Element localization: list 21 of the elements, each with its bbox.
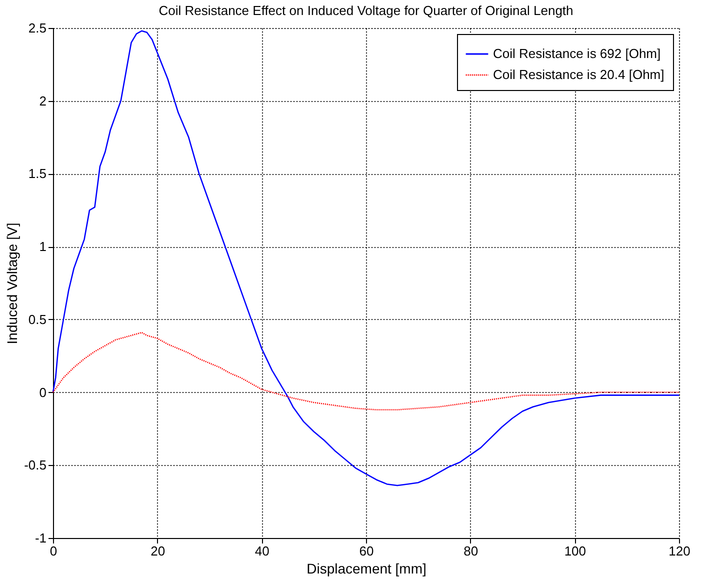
x-tick-label: 120 [668, 544, 690, 558]
x-tick-label: 20 [150, 544, 166, 558]
x-axis-title: Displacement [mm] [306, 560, 426, 576]
legend-label: Coil Resistance is 692 [Ohm] [493, 46, 661, 61]
y-tick-label: -0.5 [24, 458, 46, 473]
x-tick-label: 60 [359, 544, 374, 558]
x-tick-label: 40 [254, 544, 270, 558]
y-tick-label: -1 [34, 530, 46, 546]
y-tick-label: 2.5 [28, 20, 46, 36]
line-series [52, 332, 680, 410]
x-tick-label: 100 [564, 544, 586, 558]
x-tick-label: 0 [50, 544, 58, 558]
y-tick-label: 0.5 [28, 312, 46, 327]
y-axis-title: Induced Voltage [V] [4, 222, 20, 344]
x-tick-label: 80 [464, 544, 478, 558]
y-tick-label: 0 [39, 384, 46, 400]
y-tick-label: 2 [39, 93, 46, 108]
legend-label: Coil Resistance is 20.4 [Ohm] [493, 67, 664, 82]
y-tick-label: 1.5 [28, 166, 46, 182]
chart-title: Coil Resistance Effect on Induced Voltage for Quarter of Original Length [158, 3, 574, 18]
y-tick-label: 1 [39, 239, 46, 254]
